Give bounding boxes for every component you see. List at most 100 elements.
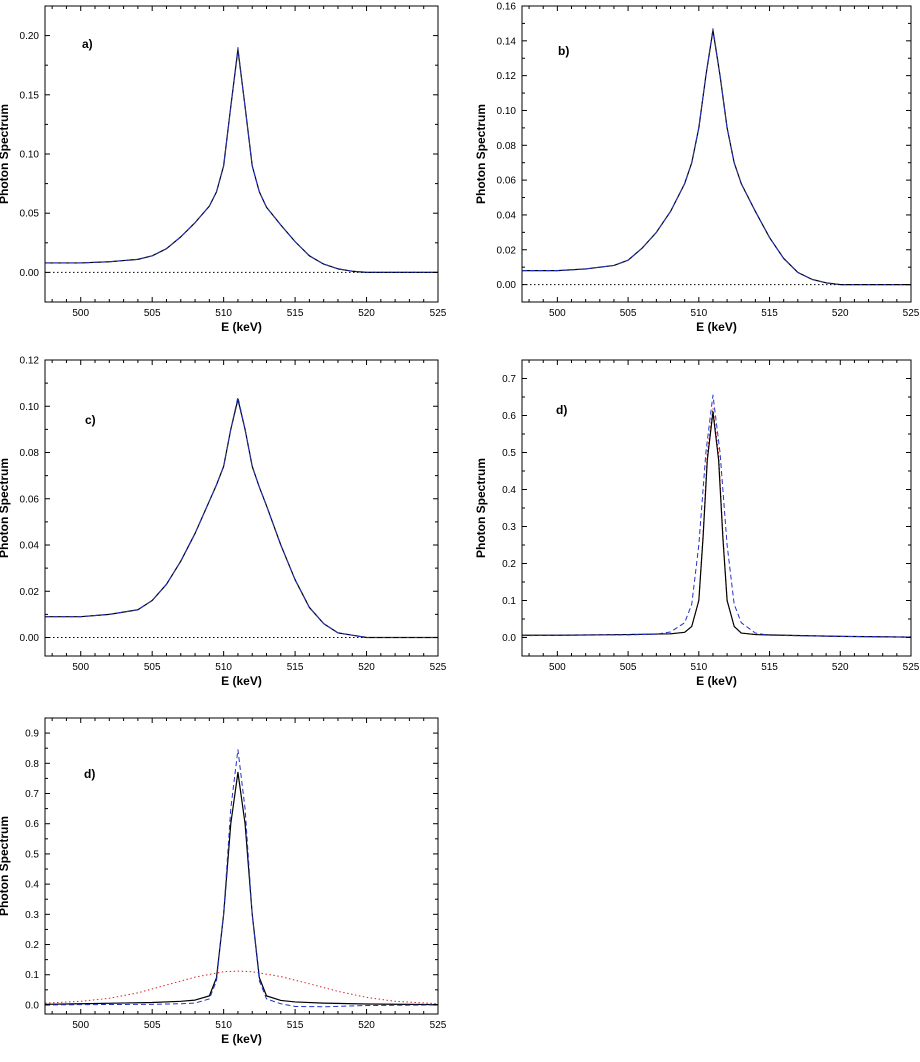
y-tick-label: 0.02 <box>20 587 40 598</box>
x-tick-label: 525 <box>430 308 447 319</box>
y-axis-title: Photon Spectrum <box>0 458 11 558</box>
x-tick-label: 520 <box>358 1020 375 1031</box>
chart-panel-3: 500 505 510 515 520 525 0.00 0.02 0.04 0.06 0.08 0.… <box>0 356 447 689</box>
y-tick-label: 0.04 <box>497 210 517 221</box>
y-tick-label: 0.3 <box>25 910 39 921</box>
y-tick-label: 0.06 <box>497 176 517 187</box>
x-tick-label: 510 <box>215 308 232 319</box>
panel-label: b) <box>558 44 569 58</box>
x-tick-label: 505 <box>144 662 161 673</box>
x-tick-label: 505 <box>144 308 161 319</box>
y-tick-label: 0.6 <box>502 411 516 422</box>
y-tick-label: 0.06 <box>20 494 40 505</box>
y-tick-label: 0.20 <box>20 31 40 42</box>
y-tick-label: 0.02 <box>497 245 517 256</box>
panel-label: a) <box>82 37 93 51</box>
y-tick-label: 0.2 <box>25 940 39 951</box>
y-tick-label: 0.7 <box>502 374 516 385</box>
series-line-dotted <box>45 970 438 1005</box>
y-tick-label: 0.00 <box>497 280 517 291</box>
x-tick-label: 520 <box>358 662 375 673</box>
y-tick-label: 0.8 <box>25 759 39 770</box>
y-tick-label: 0.05 <box>20 209 40 220</box>
series-line-dashed <box>45 46 438 273</box>
series-line-dashed <box>522 394 911 638</box>
x-tick-label: 500 <box>72 1020 89 1031</box>
x-axis-title: E (keV) <box>696 320 737 334</box>
x-tick-label: 525 <box>903 662 920 673</box>
y-tick-label: 0.5 <box>502 448 516 459</box>
x-tick-label: 525 <box>430 662 447 673</box>
x-tick-label: 515 <box>761 662 778 673</box>
y-tick-label: 0.4 <box>25 880 39 891</box>
y-tick-label: 0.1 <box>502 596 516 607</box>
x-tick-label: 520 <box>832 662 849 673</box>
x-axis-title: E (keV) <box>696 674 737 688</box>
y-tick-label: 0.2 <box>502 559 516 570</box>
series-line-solid <box>522 411 911 638</box>
panel-label: d) <box>556 403 567 417</box>
panel-label: c) <box>85 413 96 427</box>
y-axis-title: Photon Spectrum <box>0 816 11 916</box>
y-tick-label: 0.10 <box>20 402 40 413</box>
x-tick-label: 515 <box>287 662 304 673</box>
y-tick-label: 0.1 <box>25 970 39 981</box>
y-tick-label: 0.08 <box>497 141 517 152</box>
x-tick-label: 515 <box>761 308 778 319</box>
y-tick-label: 0.10 <box>497 106 517 117</box>
panel-label: d) <box>84 767 95 781</box>
plot-frame <box>44 359 439 657</box>
y-axis-title: Photon Spectrum <box>474 104 488 204</box>
y-tick-label: 0.7 <box>25 789 39 800</box>
x-tick-label: 510 <box>215 662 232 673</box>
x-tick-label: 505 <box>620 662 637 673</box>
y-tick-label: 0.00 <box>20 633 40 644</box>
x-axis-title: E (keV) <box>221 1032 262 1046</box>
chart-panel-1: 500 505 510 515 520 525 0.00 0.05 0.10 0.15 0.20 E … <box>0 5 447 334</box>
x-tick-label: 510 <box>690 308 707 319</box>
y-tick-label: 0.0 <box>25 1000 39 1011</box>
y-tick-label: 0.5 <box>25 849 39 860</box>
chart-panel-4: 500 505 510 515 520 525 0.0 0.1 0.2 0.3 0.4 0.5 0.6 0… <box>474 359 920 688</box>
series-line-solid <box>45 771 438 1006</box>
series-line-dashed <box>45 749 438 1008</box>
x-tick-label: 505 <box>620 308 637 319</box>
y-tick-label: 0.0 <box>502 633 516 644</box>
x-tick-label: 525 <box>430 1020 447 1031</box>
x-tick-label: 505 <box>144 1020 161 1031</box>
y-axis-title: Photon Spectrum <box>474 458 488 558</box>
y-tick-label: 0.10 <box>20 150 40 161</box>
x-tick-label: 500 <box>72 308 89 319</box>
x-tick-label: 515 <box>287 308 304 319</box>
y-tick-label: 0.14 <box>497 36 517 47</box>
plot-frame <box>521 5 912 303</box>
y-axis-title: Photon Spectrum <box>0 104 11 204</box>
y-tick-label: 0.4 <box>502 485 516 496</box>
y-tick-label: 0.12 <box>20 356 40 367</box>
y-tick-label: 0.00 <box>20 268 40 279</box>
y-tick-label: 0.9 <box>25 729 39 740</box>
y-tick-label: 0.6 <box>25 819 39 830</box>
chart-panel-5: 500 505 510 515 520 525 0.0 0.1 0.2 0.3 0.4 0.5 0.6 0… <box>0 717 447 1046</box>
y-tick-label: 0.04 <box>20 541 40 552</box>
x-tick-label: 515 <box>287 1020 304 1031</box>
series-line-dashed <box>45 396 438 638</box>
x-tick-label: 500 <box>549 662 566 673</box>
x-tick-label: 510 <box>215 1020 232 1031</box>
y-tick-label: 0.12 <box>497 71 517 82</box>
x-tick-label: 525 <box>903 308 920 319</box>
x-tick-label: 520 <box>358 308 375 319</box>
plot-frame <box>44 717 439 1015</box>
y-tick-label: 0.3 <box>502 522 516 533</box>
y-tick-label: 0.16 <box>497 2 517 13</box>
y-tick-label: 0.15 <box>20 90 40 101</box>
series-line-dashed <box>522 28 911 286</box>
x-axis-title: E (keV) <box>221 674 262 688</box>
chart-panel-2: 500 505 510 515 520 525 0.00 0.02 0.04 0.06 0.08 0.… <box>474 2 920 335</box>
x-axis-title: E (keV) <box>221 320 262 334</box>
x-tick-label: 510 <box>690 662 707 673</box>
x-tick-label: 500 <box>549 308 566 319</box>
x-tick-label: 520 <box>832 308 849 319</box>
